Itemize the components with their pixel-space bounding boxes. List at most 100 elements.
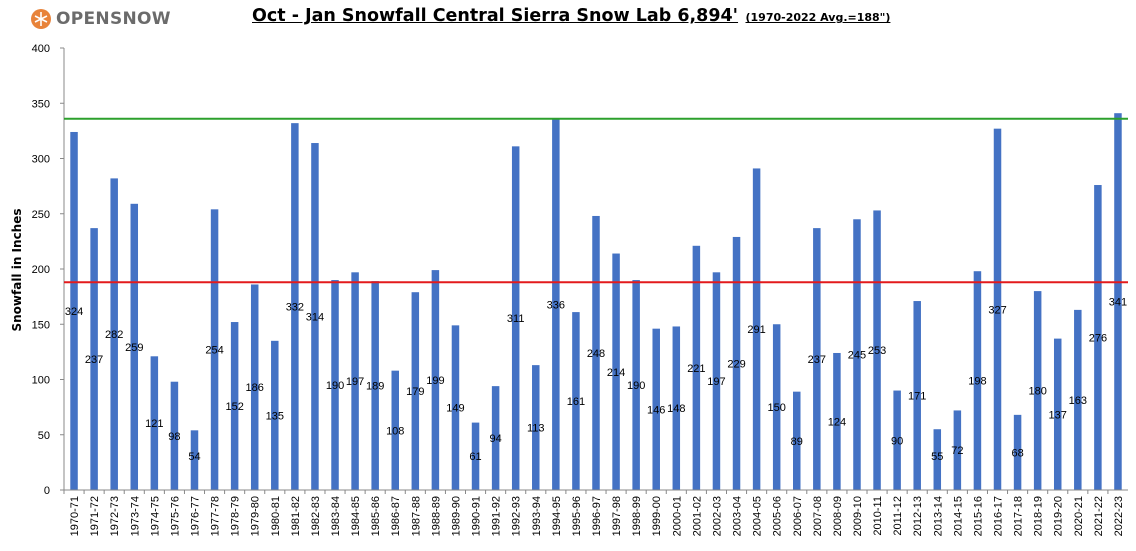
data-label: 291 xyxy=(747,324,765,336)
data-label: 150 xyxy=(767,402,785,414)
x-tick-label: 1970-71 xyxy=(69,496,81,536)
data-label: 214 xyxy=(607,367,625,379)
x-tick-label: 2016-17 xyxy=(993,496,1005,536)
bar xyxy=(471,422,480,490)
x-tick-label: 2010-11 xyxy=(872,496,884,536)
bar xyxy=(692,245,701,490)
x-tick-label: 1992-93 xyxy=(511,496,523,536)
bar xyxy=(913,301,921,490)
y-tick-label: 400 xyxy=(32,43,50,55)
data-label: 89 xyxy=(791,436,803,448)
x-tick-label: 1995-96 xyxy=(571,496,583,536)
data-label: 336 xyxy=(547,299,565,311)
data-label: 198 xyxy=(968,376,986,388)
bar xyxy=(893,390,901,490)
opensnow-logo-icon xyxy=(31,9,51,29)
data-label: 190 xyxy=(627,380,645,392)
data-label: 276 xyxy=(1089,333,1107,345)
bar xyxy=(793,391,801,490)
x-tick-label: 1996-97 xyxy=(591,496,603,536)
bar xyxy=(1053,338,1062,490)
x-tick-label: 2003-04 xyxy=(732,496,744,536)
y-tick-label: 0 xyxy=(44,485,50,497)
chart-subtitle: (1970-2022 Avg.=188") xyxy=(745,11,891,24)
data-label: 189 xyxy=(366,381,384,393)
bar xyxy=(1114,113,1122,490)
reference-lines xyxy=(64,117,1128,284)
bar xyxy=(552,118,560,490)
bar xyxy=(130,203,139,490)
x-tick-label: 2011-12 xyxy=(892,496,904,536)
bar xyxy=(1094,185,1102,490)
x-tick-label: 1977-78 xyxy=(210,496,222,536)
x-tick-label: 2013-14 xyxy=(932,496,944,536)
x-tick-label: 1985-86 xyxy=(370,496,382,536)
x-tick-label: 1975-76 xyxy=(169,496,181,536)
data-label: 199 xyxy=(426,375,444,387)
y-tick-label: 100 xyxy=(32,375,50,387)
bar xyxy=(391,370,399,490)
data-label: 314 xyxy=(306,312,324,324)
bar xyxy=(271,340,279,490)
data-label: 248 xyxy=(587,348,605,360)
data-label: 108 xyxy=(386,425,404,437)
bar xyxy=(150,356,159,490)
x-tick-label: 1983-84 xyxy=(330,496,342,536)
chart-title: Oct - Jan Snowfall Central Sierra Snow L… xyxy=(252,6,739,26)
data-label: 135 xyxy=(266,410,284,422)
data-label: 124 xyxy=(828,416,846,428)
data-label: 68 xyxy=(1011,447,1023,459)
x-tick-label: 2015-16 xyxy=(972,496,984,536)
opensnow-logo: OPENSNOW xyxy=(30,8,171,30)
x-tick-label: 1986-87 xyxy=(390,496,402,536)
bar xyxy=(1074,309,1082,490)
x-tick-label: 1978-79 xyxy=(230,496,242,536)
bar xyxy=(70,131,78,491)
data-label: 146 xyxy=(647,404,665,416)
bar xyxy=(712,272,721,490)
data-label: 137 xyxy=(1049,409,1067,421)
bar xyxy=(210,209,219,490)
x-tick-label: 1981-82 xyxy=(290,496,302,536)
data-label: 254 xyxy=(205,345,223,357)
bar xyxy=(672,326,681,490)
bar xyxy=(873,210,881,490)
data-label: 98 xyxy=(168,431,180,443)
x-tick-label: 2000-01 xyxy=(671,496,683,536)
data-label: 161 xyxy=(567,396,585,408)
x-tick-label: 2019-20 xyxy=(1053,496,1065,536)
data-label: 332 xyxy=(286,302,304,314)
bar xyxy=(230,322,239,490)
bar xyxy=(331,280,339,490)
x-tick-label: 2009-10 xyxy=(852,496,864,536)
data-label: 237 xyxy=(85,354,103,366)
bar xyxy=(752,168,761,490)
bar xyxy=(993,128,1002,491)
data-label: 197 xyxy=(346,376,364,388)
bar xyxy=(853,219,861,490)
y-tick-label: 150 xyxy=(32,319,50,331)
data-label: 245 xyxy=(848,350,866,362)
x-tick-label: 2020-21 xyxy=(1073,496,1085,536)
x-axis: 1970-71 1971-72 1972-73 1973-74 1974-75 1975-… xyxy=(63,489,1128,536)
bar xyxy=(411,292,420,490)
data-label: 341 xyxy=(1109,297,1127,309)
data-label: 90 xyxy=(891,435,903,447)
y-tick-label: 250 xyxy=(32,209,50,221)
data-label: 149 xyxy=(446,403,464,415)
data-label: 61 xyxy=(469,451,481,463)
x-tick-label: 2014-15 xyxy=(952,496,964,536)
bar xyxy=(532,365,540,490)
bar xyxy=(291,123,299,490)
bar xyxy=(1033,291,1042,490)
data-label: 180 xyxy=(1028,386,1046,398)
x-tick-label: 1971-72 xyxy=(89,496,101,536)
bar xyxy=(612,253,620,490)
x-tick-label: 2022-23 xyxy=(1113,496,1125,536)
bar xyxy=(1013,414,1022,490)
bar xyxy=(572,312,580,490)
bar xyxy=(632,280,640,490)
bar xyxy=(451,325,460,490)
y-axis-label: Snowfall in Inches xyxy=(10,208,24,331)
bar xyxy=(973,271,982,490)
